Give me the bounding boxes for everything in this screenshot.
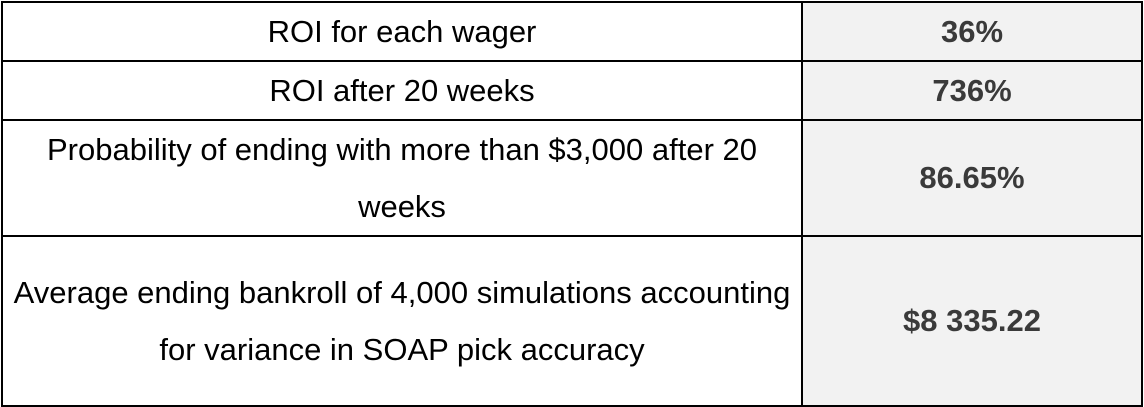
- table-row: ROI after 20 weeks 736%: [1, 60, 1143, 121]
- row-value: 86.65%: [801, 119, 1143, 237]
- row-label: ROI after 20 weeks: [1, 60, 803, 121]
- table-row: ROI for each wager 36%: [1, 1, 1143, 62]
- row-value: 736%: [801, 60, 1143, 121]
- table-row: Average ending bankroll of 4,000 simulat…: [1, 235, 1143, 407]
- row-value: $8 335.22: [801, 235, 1143, 407]
- row-label: Average ending bankroll of 4,000 simulat…: [1, 235, 803, 407]
- row-label: ROI for each wager: [1, 1, 803, 62]
- row-value: 36%: [801, 1, 1143, 62]
- table-row: Probability of ending with more than $3,…: [1, 119, 1143, 237]
- row-label: Probability of ending with more than $3,…: [1, 119, 803, 237]
